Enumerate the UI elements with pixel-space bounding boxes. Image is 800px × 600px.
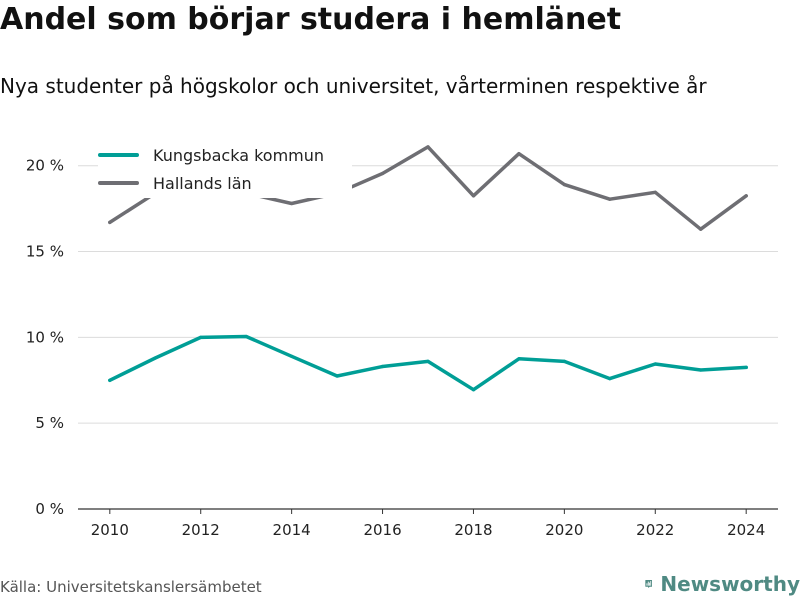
- chart-title: Andel som börjar studera i hemlänet: [0, 2, 622, 37]
- source-note: Källa: Universitetskanslersämbetet: [0, 578, 262, 596]
- data-point-kungsbacka-kommun-2020: [562, 359, 567, 363]
- legend-swatch-hallands-lan: [98, 181, 139, 185]
- data-point-hallands-l-n-2016: [380, 171, 385, 176]
- brand-name: Newsworthy: [660, 572, 800, 596]
- data-point-kungsbacka-kommun-2013: [244, 334, 248, 339]
- data-point-kungsbacka-kommun-2024: [744, 365, 748, 369]
- series-line-kungsbacka-kommun: [108, 334, 748, 392]
- y-tick-label-20: 20 %: [26, 157, 64, 175]
- chart-subtitle: Nya studenter på högskolor och universit…: [0, 74, 707, 98]
- data-point-kungsbacka-kommun-2022: [653, 362, 657, 366]
- data-point-kungsbacka-kommun-2023: [699, 368, 703, 372]
- x-tick-label-2016: 2016: [363, 521, 401, 539]
- data-point-kungsbacka-kommun-2019: [517, 357, 521, 361]
- legend-label-hallands-lan: Hallands län: [153, 173, 252, 193]
- data-point-hallands-l-n-2020: [562, 183, 567, 187]
- data-point-kungsbacka-kommun-2011: [153, 356, 157, 360]
- axes: 0 % 5 % 10 % 15 % 20 % 2010 2012 2014 2016 2018 20…: [26, 157, 778, 539]
- y-tick-label-10: 10 %: [26, 328, 64, 346]
- x-tick-label-2014: 2014: [273, 521, 311, 539]
- x-tick-label-2012: 2012: [182, 521, 220, 539]
- data-point-hallands-l-n-2017: [426, 145, 430, 149]
- data-point-hallands-l-n-2024: [744, 194, 748, 198]
- y-tick-label-15: 15 %: [26, 243, 64, 261]
- x-tick-label-2024: 2024: [727, 521, 765, 539]
- data-point-kungsbacka-kommun-2021: [608, 377, 612, 381]
- y-tick-label-0: 0 %: [35, 500, 64, 518]
- bar-chart-speech-bubble-icon: [645, 579, 653, 589]
- data-point-hallands-l-n-2010: [108, 220, 112, 224]
- legend-label-kungsbacka: Kungsbacka kommun: [153, 145, 325, 165]
- data-point-kungsbacka-kommun-2018: [471, 388, 476, 392]
- legend: Kungsbacka kommun Hallands län: [98, 142, 352, 198]
- legend-item-kungsbacka[interactable]: Kungsbacka kommun: [98, 143, 324, 167]
- gridlines: [78, 165, 778, 424]
- data-point-kungsbacka-kommun-2010: [108, 378, 112, 382]
- y-tick-label-5: 5 %: [35, 414, 64, 432]
- legend-swatch-kungsbacka: [98, 153, 139, 157]
- data-point-hallands-l-n-2018: [471, 194, 476, 198]
- data-point-kungsbacka-kommun-2015: [335, 374, 339, 378]
- x-tick-label-2018: 2018: [454, 521, 492, 539]
- data-point-kungsbacka-kommun-2014: [290, 354, 294, 358]
- data-point-kungsbacka-kommun-2016: [380, 364, 385, 369]
- x-tick-label-2022: 2022: [636, 521, 674, 539]
- data-point-kungsbacka-kommun-2012: [199, 335, 203, 339]
- data-point-hallands-l-n-2022: [653, 190, 657, 194]
- x-tick-label-2010: 2010: [91, 521, 129, 539]
- data-point-hallands-l-n-2014: [290, 201, 294, 206]
- data-point-hallands-l-n-2019: [517, 152, 521, 156]
- data-point-hallands-l-n-2023: [699, 227, 703, 231]
- legend-item-hallands-lan[interactable]: Hallands län: [98, 171, 252, 195]
- brand-logo: Newsworthy: [645, 569, 800, 599]
- x-tick-label-2020: 2020: [545, 521, 583, 539]
- data-point-hallands-l-n-2021: [608, 197, 612, 201]
- data-point-kungsbacka-kommun-2017: [426, 359, 430, 363]
